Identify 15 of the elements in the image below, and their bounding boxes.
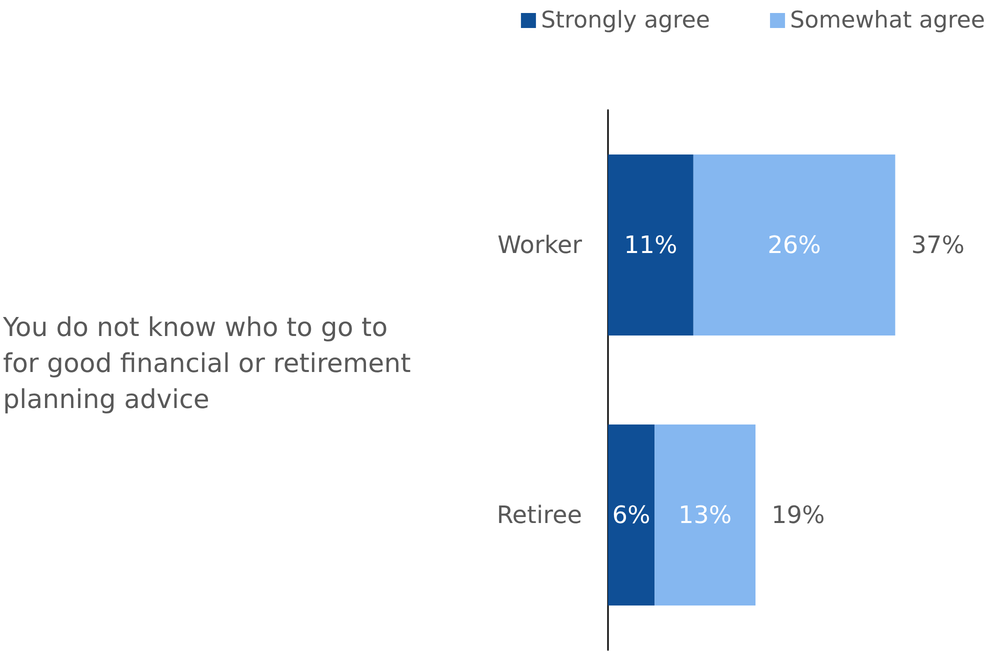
bar [693,154,896,336]
y-tick-label: Worker [497,231,582,259]
legend-label: Strongly agree [540,8,710,34]
data-label: 6% [612,501,650,529]
bar [608,424,655,606]
bar [608,154,694,336]
data-label: 11% [624,231,678,259]
bar [654,424,756,606]
data-label: 26% [768,231,821,259]
y-axis-title: You do not know who to go to for good financial or retirement planning advice [2,313,420,415]
legend-label: Somewhat agree [790,8,985,34]
y-tick-label: Retiree [496,501,582,529]
total-label: 37% [911,231,965,259]
total-label: 19% [771,501,825,529]
data-label: 13% [678,501,732,529]
